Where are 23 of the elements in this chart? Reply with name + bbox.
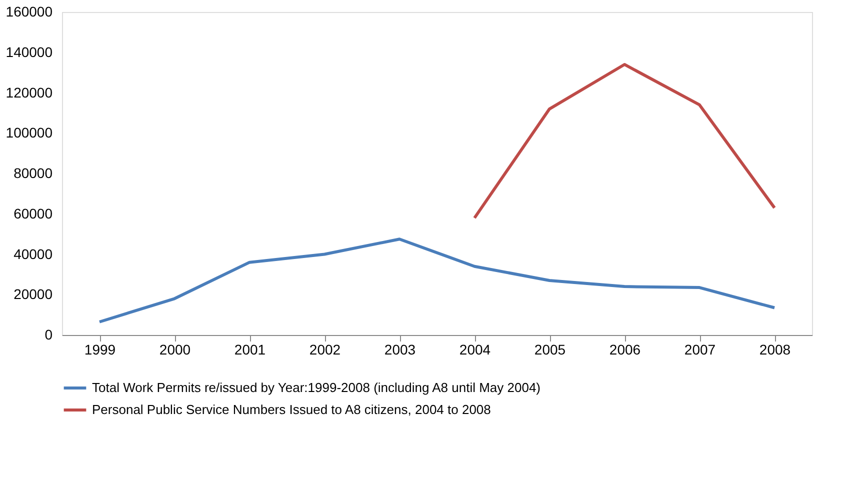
y-tick-label: 40000 — [14, 246, 53, 262]
x-tick-label: 2008 — [759, 342, 791, 358]
y-tick-label: 120000 — [6, 84, 53, 100]
x-tick-label: 2003 — [384, 342, 416, 358]
x-tick-label: 2006 — [609, 342, 641, 358]
legend-label: Total Work Permits re/issued by Year:1999-2008 (including A8 until May 2004) — [92, 380, 541, 395]
x-tick-label: 2001 — [234, 342, 266, 358]
y-tick-label: 0 — [44, 326, 53, 342]
y-tick-label: 20000 — [14, 286, 53, 302]
y-tick-label: 100000 — [6, 124, 53, 141]
y-tick-label: 160000 — [6, 4, 53, 20]
line-series — [98, 238, 776, 324]
x-tick-label: 1999 — [84, 342, 116, 358]
y-tick-label: 80000 — [14, 165, 53, 181]
x-tick-label: 2004 — [459, 342, 491, 358]
x-tick-label: 2007 — [684, 342, 716, 358]
x-tick-label: 2005 — [534, 342, 566, 358]
y-tick-label: 60000 — [14, 205, 53, 222]
x-tick-label: 2002 — [309, 342, 341, 358]
y-tick-label: 140000 — [6, 44, 53, 60]
legend-label: Personal Public Service Numbers Issued to A8 citizens, 2004 to 2008 — [92, 402, 491, 417]
x-tick-label: 2000 — [159, 342, 191, 358]
line-series — [473, 62, 776, 220]
